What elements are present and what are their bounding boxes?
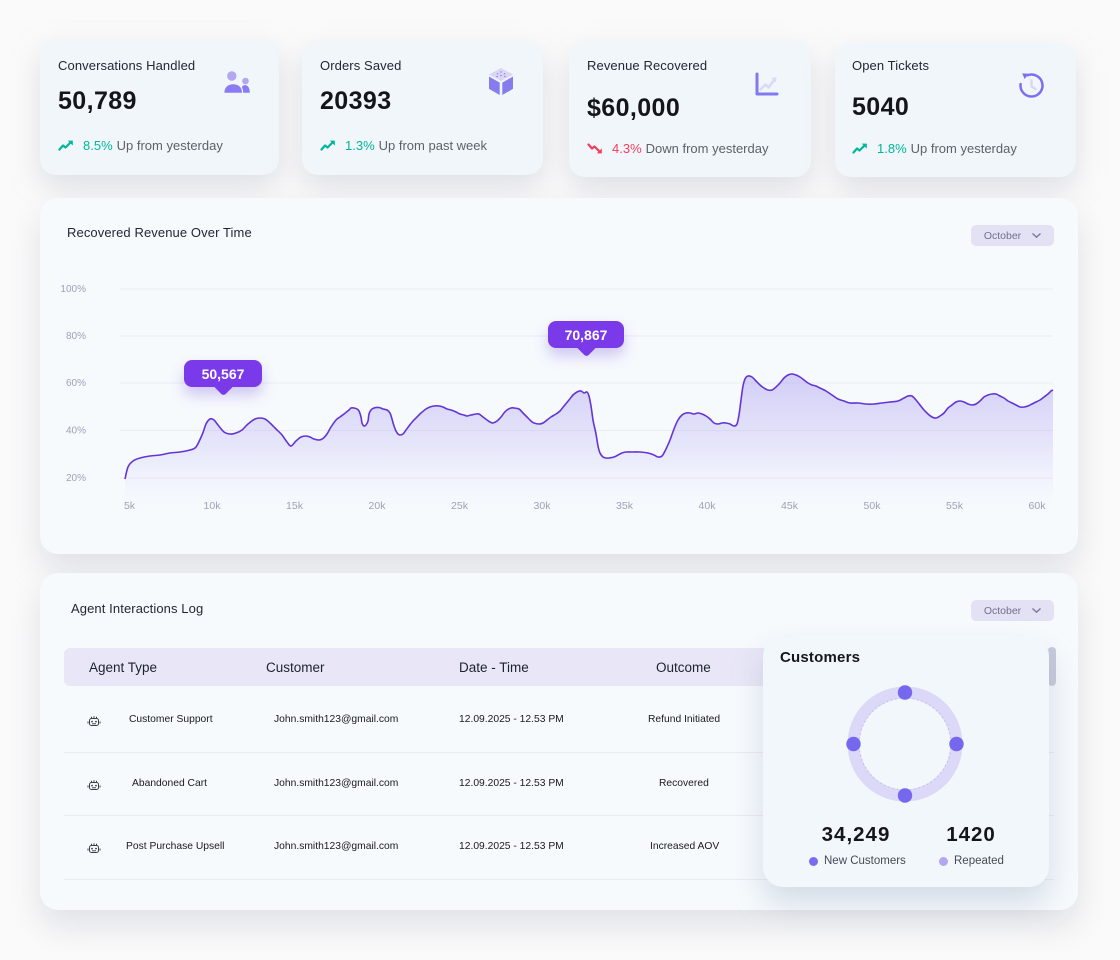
svg-text:40%: 40% <box>66 426 86 437</box>
svg-text:60%: 60% <box>66 378 86 389</box>
svg-text:100%: 100% <box>60 284 86 295</box>
svg-text:5k: 5k <box>124 500 136 512</box>
svg-text:20%: 20% <box>66 473 86 484</box>
svg-text:80%: 80% <box>66 331 86 342</box>
